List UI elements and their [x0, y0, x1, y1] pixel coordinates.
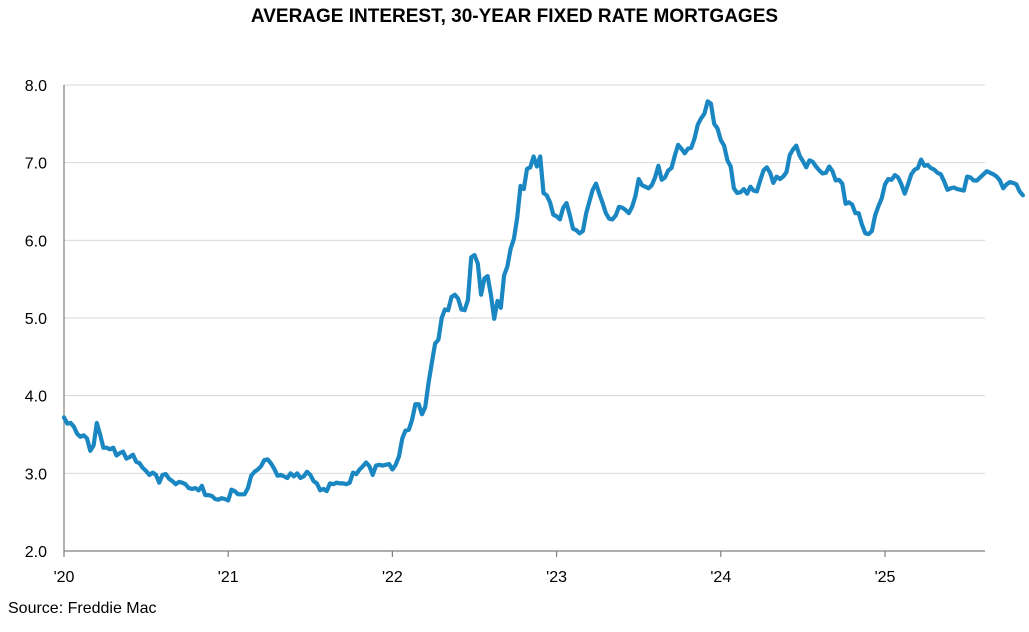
- source-note: Source: Freddie Mac: [8, 600, 157, 617]
- y-tick-label: 3.0: [25, 466, 47, 483]
- chart-title: AVERAGE INTEREST, 30-YEAR FIXED RATE MOR…: [250, 6, 779, 27]
- series-line: [61, 99, 1025, 503]
- y-tick-label: 4.0: [25, 389, 47, 406]
- series-layer: [61, 99, 1025, 503]
- x-tick-label: '21: [218, 569, 239, 586]
- x-axis: '20 '21 '22 '23 '24 '25: [54, 550, 985, 586]
- y-axis: 2.0 3.0 4.0 5.0 6.0 7.0 8.0: [25, 78, 65, 561]
- x-tick-label: '20: [54, 569, 75, 586]
- x-tick-label: '23: [546, 569, 567, 586]
- x-tick-label: '25: [875, 569, 896, 586]
- y-tick-label: 6.0: [25, 233, 47, 250]
- x-tick-label: '22: [382, 569, 403, 586]
- y-tick-label: 8.0: [25, 78, 47, 95]
- y-tick-label: 2.0: [25, 544, 47, 561]
- gridlines: [64, 84, 985, 474]
- x-tick-label: '24: [710, 569, 731, 586]
- y-tick-label: 5.0: [25, 311, 47, 328]
- y-tick-label: 7.0: [25, 156, 47, 173]
